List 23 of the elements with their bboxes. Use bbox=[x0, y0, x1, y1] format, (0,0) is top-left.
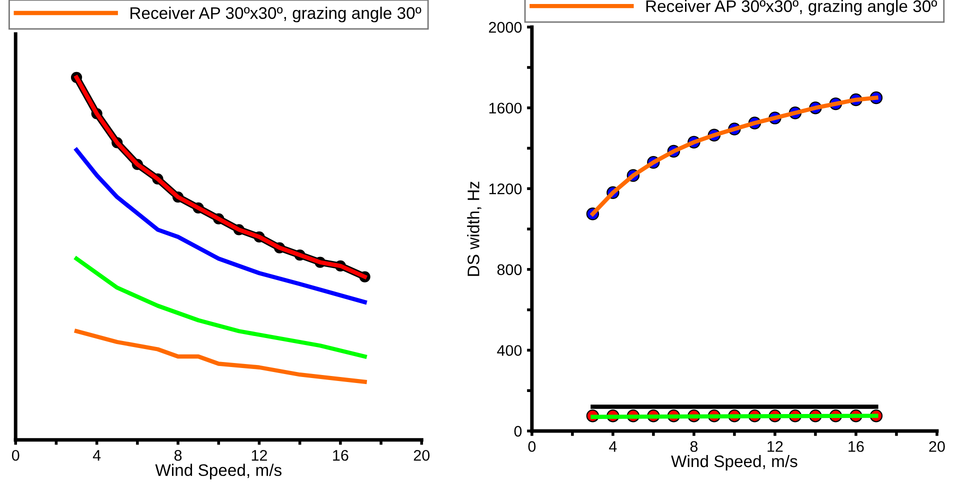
y-axis-title: DS width, Hz bbox=[467, 182, 482, 276]
y-tick-label: 1600 bbox=[489, 102, 522, 114]
x-tick-label: 12 bbox=[252, 450, 267, 461]
y-tick-label: 2000 bbox=[488, 22, 522, 33]
text: Receiver AP 30ºx30º, grazing angle 30º bbox=[646, 0, 938, 16]
x-tick-label: 4 bbox=[92, 450, 101, 461]
text: Receiver AP 30ºx30º, grazing angle 30º bbox=[130, 6, 422, 22]
x-tick-label: 16 bbox=[848, 441, 864, 452]
x-tick-label: 0 bbox=[12, 450, 20, 461]
x-tick-label: 4 bbox=[609, 441, 617, 452]
x-tick-label: 16 bbox=[333, 450, 348, 461]
y-tick-label: 1200 bbox=[489, 184, 522, 194]
x-tick-label: 20 bbox=[414, 450, 430, 461]
x-tick-label: 12 bbox=[768, 441, 783, 452]
x-axis-title: Wind Speed, m/s bbox=[671, 454, 798, 470]
x-tick-label: 8 bbox=[174, 450, 182, 461]
y-tick-label: 0 bbox=[514, 426, 522, 437]
x-tick-label: 20 bbox=[929, 441, 945, 452]
x-tick-label: 8 bbox=[690, 441, 698, 452]
y-tick-label: 400 bbox=[497, 345, 522, 356]
x-tick-label: 0 bbox=[528, 441, 536, 452]
x-axis-title: Wind Speed, m/s bbox=[155, 464, 282, 480]
y-tick-label: 800 bbox=[497, 264, 522, 276]
